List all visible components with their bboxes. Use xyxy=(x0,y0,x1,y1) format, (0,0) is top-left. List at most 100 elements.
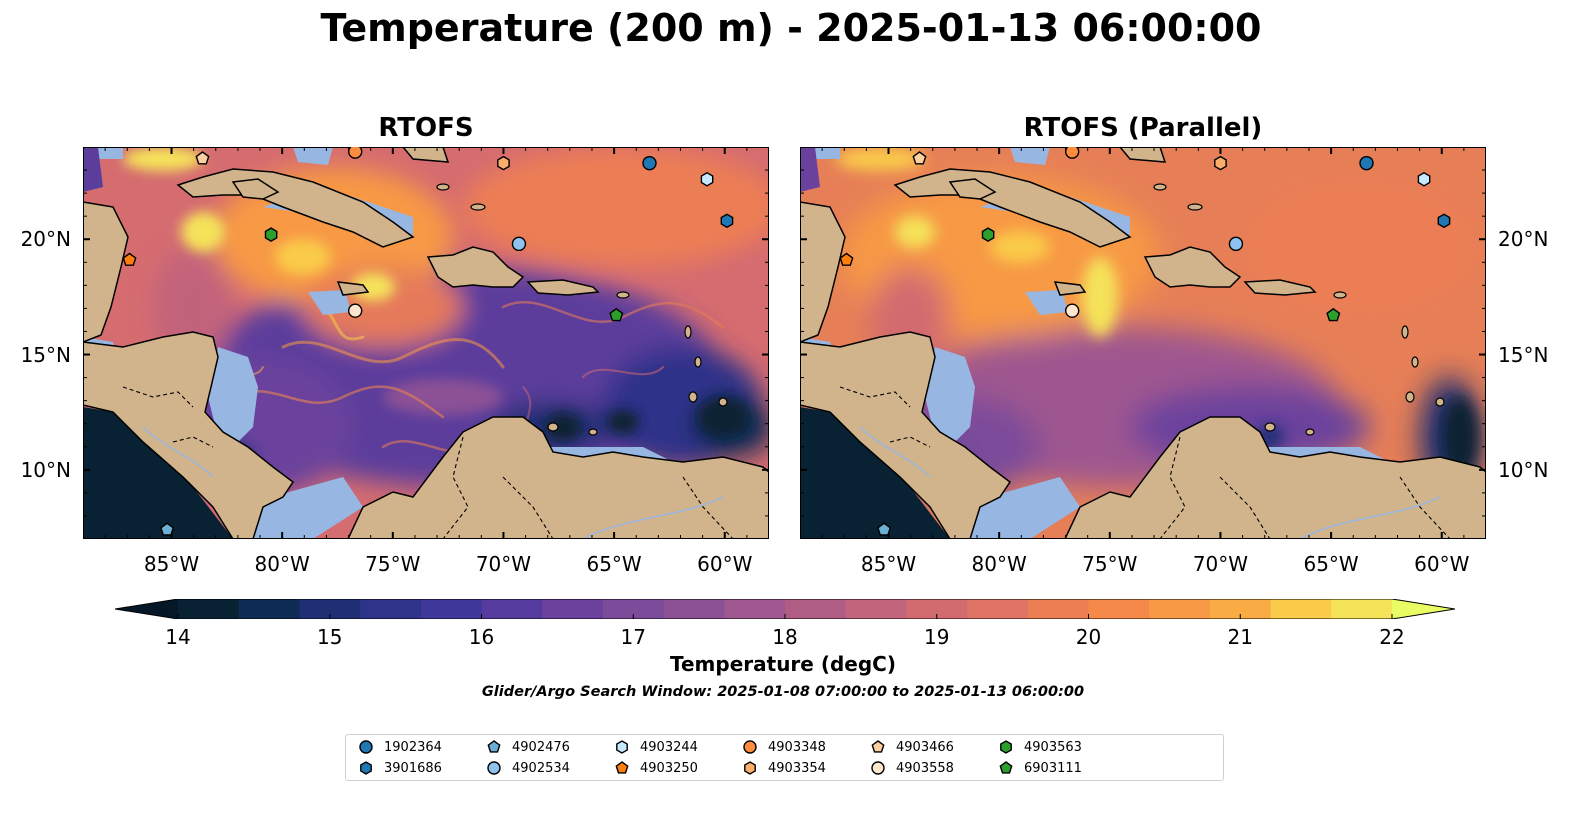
platform-marker-4902476[interactable] xyxy=(160,522,175,536)
platform-marker-4903558[interactable] xyxy=(1064,303,1080,318)
colorbar-segment xyxy=(845,599,907,619)
platform-marker-4902534[interactable] xyxy=(1228,236,1244,252)
country-borders xyxy=(122,386,734,539)
lon-tick-label: 75°W xyxy=(365,552,421,576)
legend-item-4902476: 4902476 xyxy=(486,738,570,756)
legend-item-4903466: 4903466 xyxy=(870,738,954,756)
platform-marker-4903558[interactable] xyxy=(347,303,363,318)
lat-tick-label: 15°N xyxy=(1498,342,1549,367)
platform-legend: 1902364 3901686 4902476 4902534 4903244 49032… xyxy=(345,734,1224,781)
colorbar-segment xyxy=(1209,599,1272,619)
lon-tick-label: 80°W xyxy=(971,552,1027,576)
pentagon-marker-icon xyxy=(871,740,885,753)
circle-marker-icon xyxy=(743,740,757,754)
map-panel-rtofs-parallel[interactable] xyxy=(800,147,1486,539)
colorbar-under-extend xyxy=(115,599,178,619)
colorbar-segment xyxy=(967,599,1029,619)
platform-marker-6903111[interactable] xyxy=(609,307,624,322)
platform-marker-1902364[interactable] xyxy=(1359,155,1374,171)
platform-marker-4903563[interactable] xyxy=(981,227,995,242)
legend-item-4903354: 4903354 xyxy=(742,759,826,777)
colorbar-segment xyxy=(1331,599,1393,619)
colorbar xyxy=(115,599,1455,619)
legend-item-4903558: 4903558 xyxy=(870,759,954,777)
colorbar-segment xyxy=(481,599,543,619)
panel-title-rtofs-parallel: RTOFS (Parallel) xyxy=(1023,113,1263,143)
platform-marker-4903354[interactable] xyxy=(1214,155,1227,171)
lat-tick-label: 15°N xyxy=(20,342,71,367)
legend-item-1902364: 1902364 xyxy=(358,738,442,756)
lon-tick-label: 80°W xyxy=(254,552,310,576)
legend-label: 4902534 xyxy=(512,760,570,776)
platform-marker-4903466[interactable] xyxy=(195,151,210,165)
platform-marker-4903563[interactable] xyxy=(264,227,278,242)
lon-tick-label: 60°W xyxy=(1414,552,1470,576)
colorbar-segment xyxy=(785,599,847,619)
land-masses xyxy=(83,147,769,539)
platform-marker-4903244[interactable] xyxy=(1417,171,1431,187)
colorbar-segment xyxy=(420,599,483,619)
colorbar-segment xyxy=(360,599,422,619)
colorbar-tick-label: 15 xyxy=(317,625,343,649)
legend-label: 6903111 xyxy=(1024,760,1082,776)
colorbar-segment xyxy=(299,599,361,619)
colorbar-tick-label: 20 xyxy=(1075,625,1102,649)
lat-tick-label: 20°N xyxy=(1498,227,1549,252)
colorbar-segment xyxy=(178,599,240,619)
legend-label: 4903348 xyxy=(768,739,826,755)
legend-item-4902534: 4902534 xyxy=(486,759,570,777)
platform-marker-4902476[interactable] xyxy=(877,522,892,536)
colorbar-segment xyxy=(1088,599,1150,619)
search-window-caption: Glider/Argo Search Window: 2025-01-08 07… xyxy=(481,684,1085,700)
legend-label: 4902476 xyxy=(512,739,570,755)
legend-item-6903111: 6903111 xyxy=(998,759,1082,777)
colorbar-label: Temperature (degC) xyxy=(670,652,896,676)
platform-marker-4903348[interactable] xyxy=(1064,147,1080,159)
legend-label: 4903244 xyxy=(640,739,698,755)
panel-title-rtofs: RTOFS xyxy=(378,113,474,143)
colorbar-segment xyxy=(238,599,300,619)
colorbar-tick-label: 18 xyxy=(772,625,798,649)
colorbar-tick-label: 17 xyxy=(620,625,646,649)
lon-tick-label: 85°W xyxy=(143,552,200,576)
map-panel-rtofs[interactable] xyxy=(83,147,769,539)
hexagon-marker-icon xyxy=(616,740,628,754)
lon-tick-label: 70°W xyxy=(1192,552,1249,576)
platform-marker-4902534[interactable] xyxy=(511,236,527,252)
platform-marker-6903111[interactable] xyxy=(1326,307,1341,322)
colorbar-segment xyxy=(906,599,968,619)
circle-marker-icon xyxy=(871,761,885,775)
platform-marker-4903354[interactable] xyxy=(497,155,510,171)
hexagon-marker-icon xyxy=(360,761,372,775)
colorbar-segment xyxy=(1027,599,1090,619)
colorbar-segment xyxy=(663,599,725,619)
legend-label: 3901686 xyxy=(384,760,442,776)
circle-marker-icon xyxy=(359,740,373,754)
platform-marker-4903466[interactable] xyxy=(912,151,927,165)
platform-marker-4903244[interactable] xyxy=(700,171,714,187)
legend-label: 4903563 xyxy=(1024,739,1082,755)
lon-tick-label: 60°W xyxy=(697,552,753,576)
figure-title: Temperature (200 m) - 2025-01-13 06:00:0… xyxy=(320,6,1262,50)
pentagon-marker-icon xyxy=(615,761,629,774)
lon-tick-label: 85°W xyxy=(860,552,917,576)
legend-item-4903563: 4903563 xyxy=(998,738,1082,756)
colorbar-tick-label: 19 xyxy=(924,625,950,649)
legend-label: 4903558 xyxy=(896,760,954,776)
lon-tick-label: 75°W xyxy=(1082,552,1138,576)
lat-tick-label: 20°N xyxy=(20,227,71,252)
pentagon-marker-icon xyxy=(487,740,501,753)
colorbar-segment xyxy=(602,599,665,619)
platform-marker-1902364[interactable] xyxy=(642,155,657,171)
platform-marker-3901686[interactable] xyxy=(1437,213,1451,229)
platform-marker-4903250[interactable] xyxy=(122,252,137,266)
legend-label: 1902364 xyxy=(384,739,442,755)
platform-marker-4903348[interactable] xyxy=(347,147,363,159)
lon-tick-label: 70°W xyxy=(475,552,532,576)
hexagon-marker-icon xyxy=(744,761,756,775)
country-borders xyxy=(839,386,1451,539)
colorbar-tick-label: 22 xyxy=(1379,625,1405,649)
platform-marker-4903250[interactable] xyxy=(839,252,854,266)
legend-label: 4903354 xyxy=(768,760,826,776)
platform-marker-3901686[interactable] xyxy=(720,213,734,229)
